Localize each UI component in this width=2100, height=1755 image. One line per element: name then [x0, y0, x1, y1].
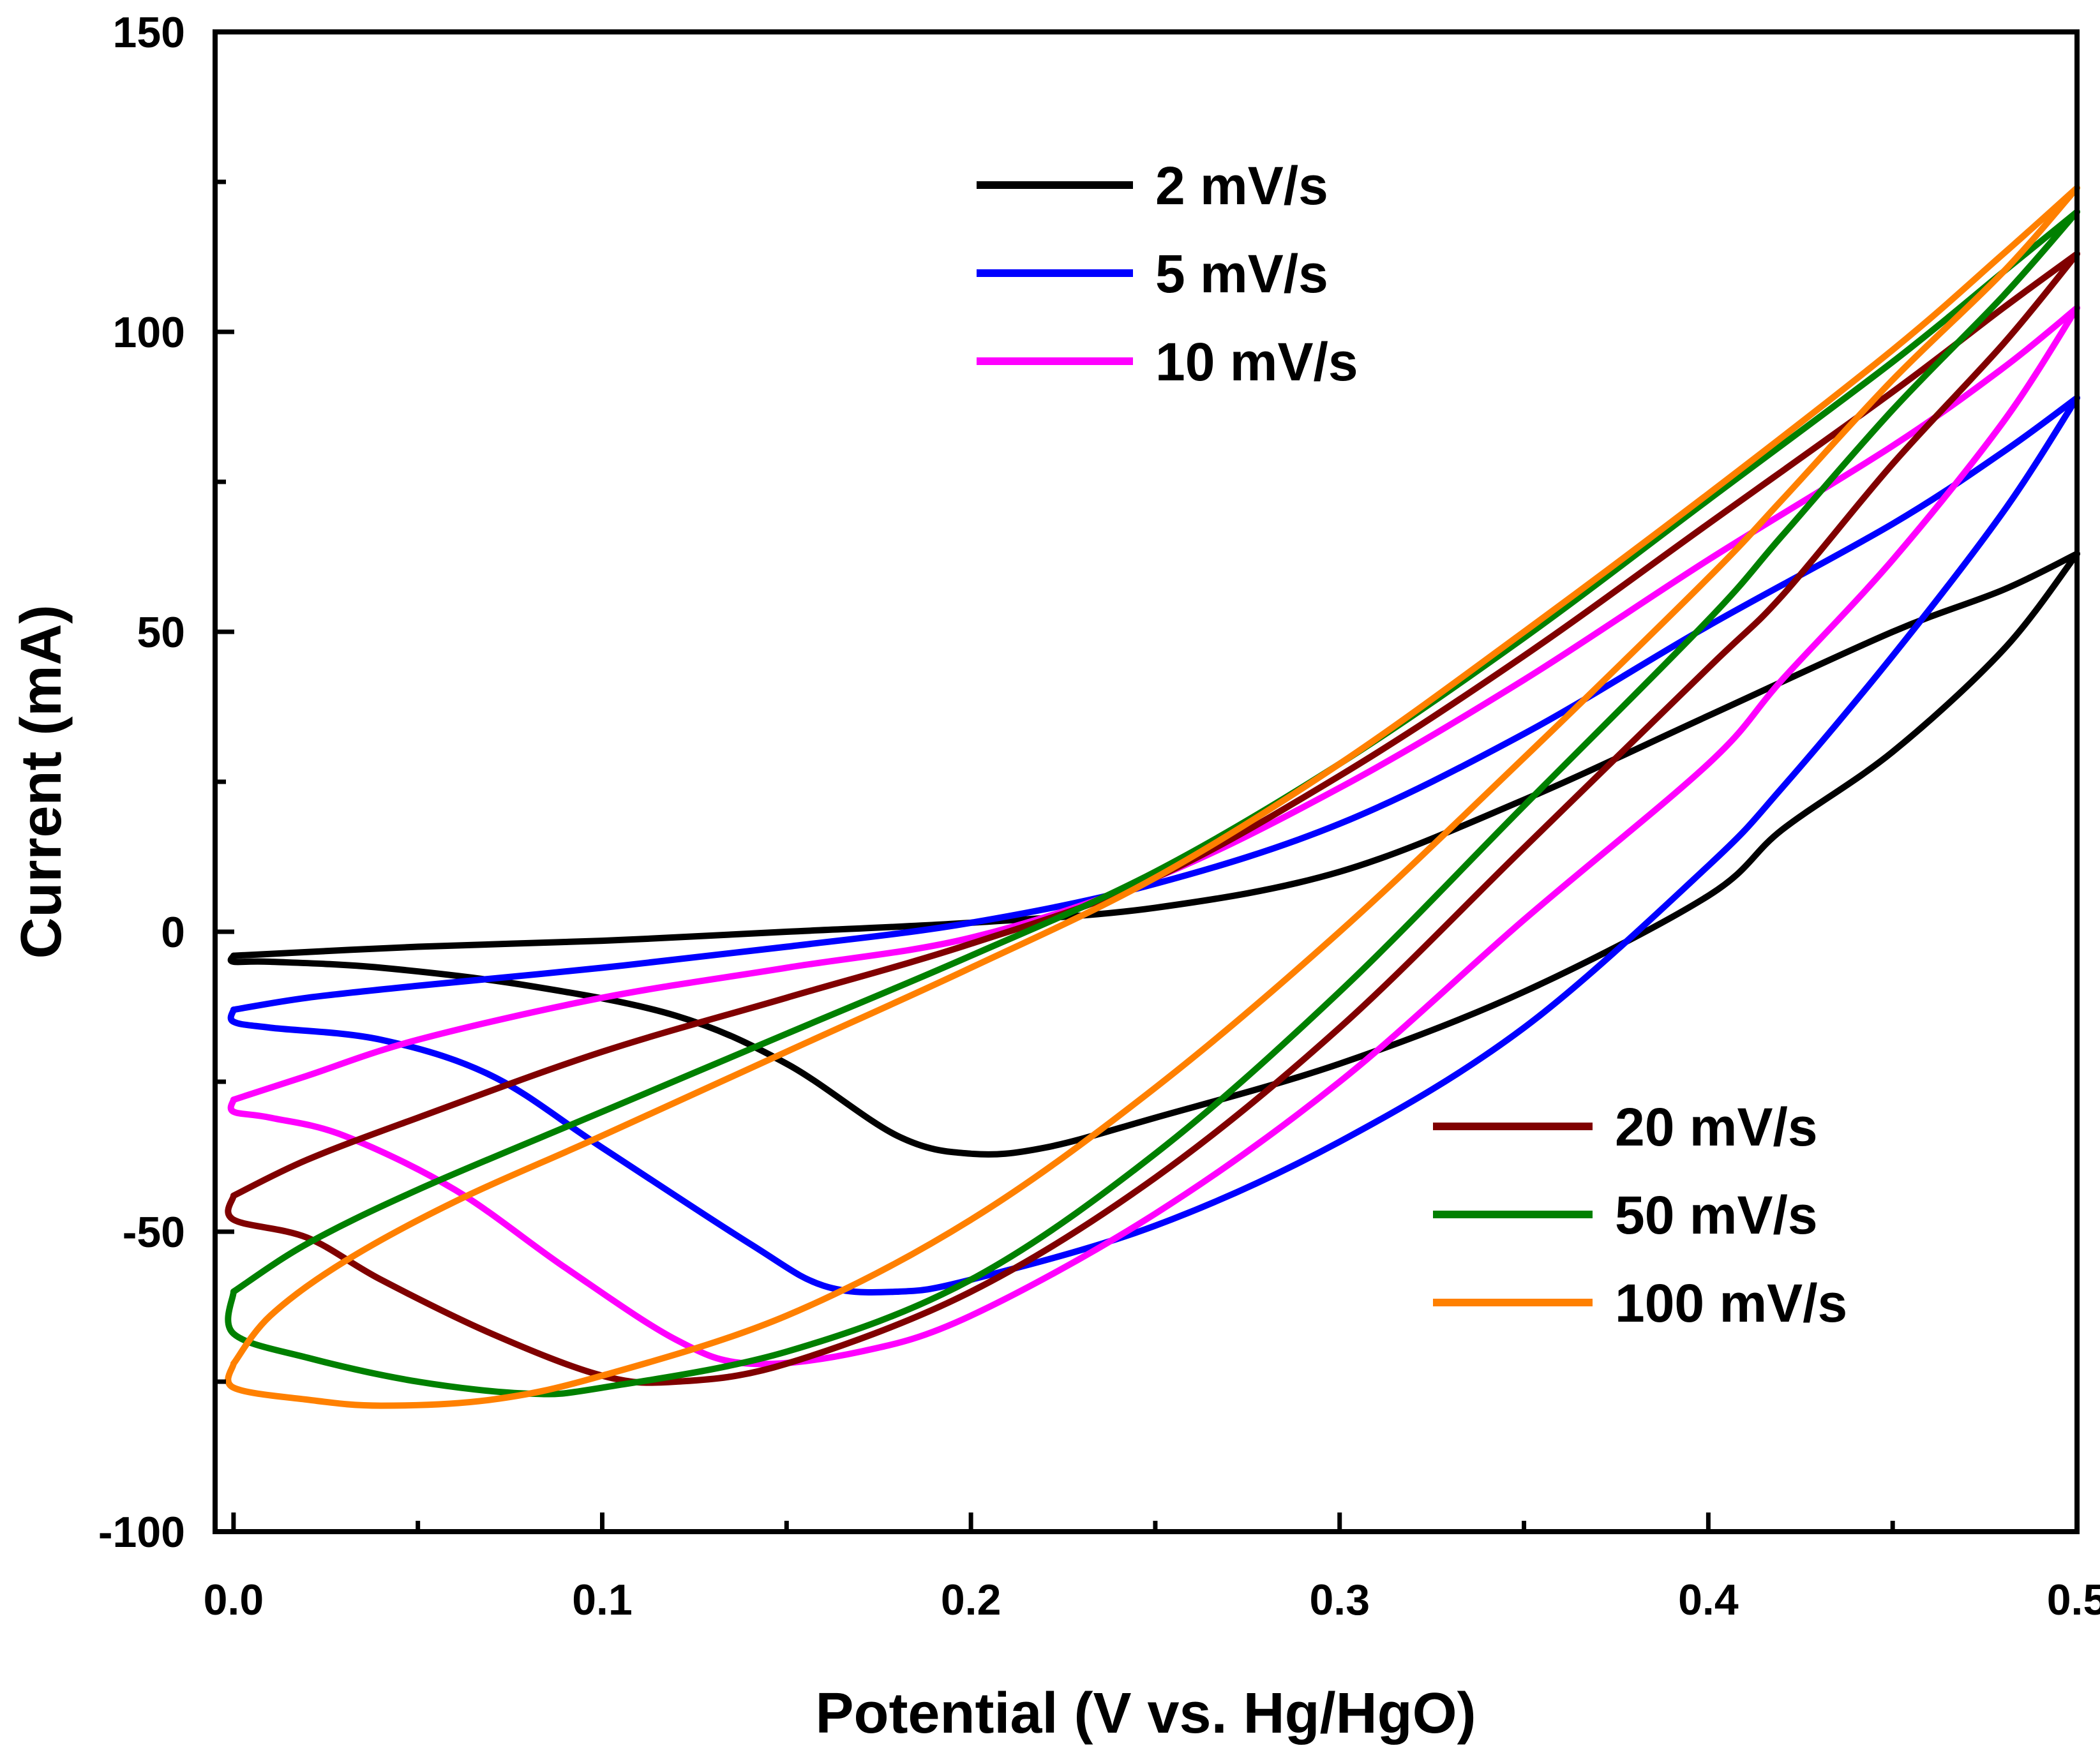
series-50-mv-s-cathodic-curve	[225, 209, 2080, 1398]
ticks-layer	[215, 29, 2080, 1534]
legend-label: 5 mV/s	[1155, 244, 1328, 304]
series-100-mv-s-cathodic-curve	[225, 184, 2080, 1409]
legend: 2 mV/s 5 mV/s 10 mV/s 20 mV/s 50 mV/s 100 mV/…	[977, 156, 1847, 1333]
series-5-mv-s-cathodic-curve	[227, 394, 2080, 1296]
legend-label: 10 mV/s	[1155, 332, 1358, 392]
x-axis-label: Potential (V vs. Hg/HgO)	[815, 1682, 1476, 1745]
tick-labels-layer: 0.0 0.1 0.2 0.3 0.4 0.5 -100 -50 0 50 100 150	[98, 8, 2100, 1624]
series-2-mv-s-cathodic-curve	[227, 550, 2080, 1158]
series-5-mv-s-anodic-curve	[230, 394, 2080, 1013]
x-tick-label: 0.1	[572, 1576, 633, 1624]
legend-label: 20 mV/s	[1615, 1097, 1818, 1157]
y-tick-label: -100	[98, 1508, 185, 1557]
series-20-mv-s-cathodic-curve	[225, 250, 2080, 1386]
x-tick-label: 0.0	[204, 1576, 264, 1624]
series-100-mv-s-anodic-curve	[230, 184, 2080, 1367]
series-10-mv-s-cathodic-curve	[227, 304, 2080, 1368]
x-tick-label: 0.2	[941, 1576, 1001, 1624]
x-tick-label: 0.4	[1678, 1576, 1739, 1624]
y-tick-label: -50	[123, 1208, 185, 1257]
legend-label: 100 mV/s	[1615, 1273, 1847, 1333]
y-tick-label: 50	[137, 608, 185, 657]
y-tick-label: 0	[161, 908, 185, 957]
y-tick-label: 150	[113, 8, 185, 57]
legend-label: 50 mV/s	[1615, 1185, 1818, 1245]
x-tick-label: 0.5	[2047, 1576, 2100, 1624]
series-2-mv-s-anodic-curve	[230, 550, 2080, 959]
series-20-mv-s-anodic-curve	[230, 250, 2080, 1199]
y-tick-label: 100	[113, 308, 185, 357]
y-axis-label: Current (mA)	[10, 605, 73, 959]
legend-label: 2 mV/s	[1155, 156, 1328, 216]
curves-layer	[225, 184, 2080, 1409]
series-50-mv-s-anodic-curve	[230, 209, 2080, 1295]
x-tick-label: 0.3	[1309, 1576, 1370, 1624]
